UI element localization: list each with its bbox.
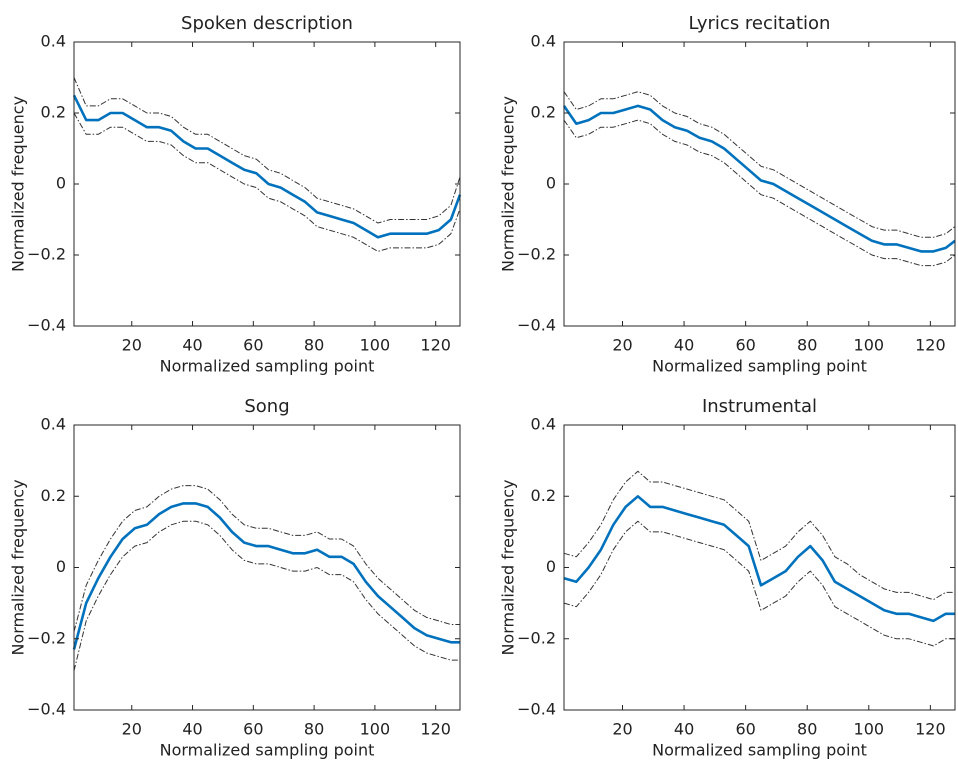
mean-line xyxy=(72,94,462,239)
mean-line xyxy=(563,495,955,623)
y-axis-label: Normalized frequency xyxy=(499,96,518,272)
y-tick-label: 0.4 xyxy=(41,32,66,51)
bound-line xyxy=(73,112,461,252)
x-axis-label: Normalized sampling point xyxy=(652,357,867,376)
y-tick-label: 0.4 xyxy=(531,32,556,51)
x-tick-label: 60 xyxy=(243,336,263,355)
y-tick-label: −0.2 xyxy=(517,628,556,647)
bound-line xyxy=(563,520,955,647)
axes-frame xyxy=(73,424,461,711)
x-tick-label: 100 xyxy=(854,336,885,355)
y-tick-label: −0.2 xyxy=(517,245,556,264)
chart-title: Instrumental xyxy=(702,396,817,417)
y-tick-label: 0 xyxy=(546,174,556,193)
y-tick-label: 0 xyxy=(546,557,556,576)
y-tick-label: 0 xyxy=(56,174,66,193)
y-tick-label: −0.2 xyxy=(27,245,66,264)
x-tick-label: 100 xyxy=(360,720,391,739)
x-tick-label: 20 xyxy=(612,720,632,739)
y-tick-label: −0.4 xyxy=(517,700,556,719)
x-tick-label: 20 xyxy=(612,336,632,355)
x-tick-label: 120 xyxy=(915,720,946,739)
bound-line xyxy=(73,77,461,224)
x-tick-label: 80 xyxy=(304,336,324,355)
y-tick-label: 0.4 xyxy=(41,415,66,434)
bound-line xyxy=(563,119,956,267)
mean-line xyxy=(562,104,956,253)
y-tick-label: 0.2 xyxy=(41,486,66,505)
bound-line xyxy=(563,470,955,601)
x-tick-label: 20 xyxy=(122,336,142,355)
y-tick-label: −0.2 xyxy=(27,628,66,647)
bound-line xyxy=(563,91,956,238)
y-tick-label: 0.2 xyxy=(531,103,556,122)
x-tick-label: 40 xyxy=(674,720,694,739)
chart-title: Song xyxy=(244,396,289,417)
x-axis-label: Normalized sampling point xyxy=(652,741,867,760)
y-tick-label: 0.4 xyxy=(531,415,556,434)
x-tick-label: 120 xyxy=(420,336,451,355)
chart-title: Spoken description xyxy=(181,13,353,34)
mean-line xyxy=(72,502,460,650)
x-tick-label: 40 xyxy=(182,720,202,739)
x-tick-label: 120 xyxy=(915,336,946,355)
x-tick-label: 40 xyxy=(182,336,202,355)
x-tick-label: 120 xyxy=(420,720,451,739)
x-tick-label: 60 xyxy=(243,720,263,739)
x-tick-label: 80 xyxy=(797,336,817,355)
x-tick-label: 60 xyxy=(735,336,755,355)
x-axis-label: Normalized sampling point xyxy=(160,741,375,760)
y-tick-label: 0.2 xyxy=(531,486,556,505)
x-tick-label: 80 xyxy=(304,720,324,739)
axes-frame xyxy=(563,41,956,327)
x-tick-label: 100 xyxy=(854,720,885,739)
y-axis-label: Normalized frequency xyxy=(9,479,28,655)
bound-line xyxy=(73,485,460,632)
y-axis-label: Normalized frequency xyxy=(499,479,518,655)
y-axis-label: Normalized frequency xyxy=(9,96,28,272)
y-tick-label: −0.4 xyxy=(27,316,66,335)
y-tick-label: −0.4 xyxy=(27,700,66,719)
x-tick-label: 100 xyxy=(360,336,391,355)
x-axis-label: Normalized sampling point xyxy=(160,357,375,376)
x-tick-label: 40 xyxy=(674,336,694,355)
x-tick-label: 60 xyxy=(735,720,755,739)
axes-frame xyxy=(563,424,956,711)
chart-title: Lyrics recitation xyxy=(689,13,831,34)
y-tick-label: 0 xyxy=(56,557,66,576)
y-tick-label: 0.2 xyxy=(41,103,66,122)
y-tick-label: −0.4 xyxy=(517,316,556,335)
x-tick-label: 20 xyxy=(122,720,142,739)
bound-line xyxy=(73,520,460,671)
x-tick-label: 80 xyxy=(797,720,817,739)
